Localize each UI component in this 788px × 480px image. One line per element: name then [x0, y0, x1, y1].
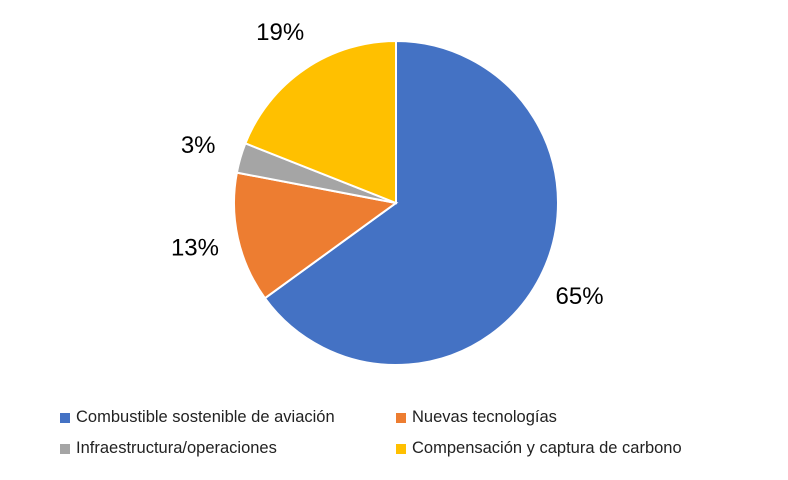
legend-item-combustible: Combustible sostenible de aviación: [60, 408, 396, 427]
legend-swatch: [60, 443, 70, 454]
legend-item-infraestructura: Infraestructura/operaciones: [60, 439, 396, 458]
legend-swatch: [396, 412, 406, 423]
pie-slice-combustible: [263, 39, 559, 366]
data-label-compensacion: 19%: [256, 19, 304, 46]
data-label-nuevas-tecnologias: 13%: [171, 234, 219, 261]
legend-swatch: [396, 443, 406, 454]
legend-swatch: [60, 412, 70, 423]
data-label-combustible: 65%: [556, 283, 604, 310]
pie-chart: 65% 13% 3% 19%: [171, 19, 604, 366]
pie-slice-nuevas-tecnologias: [233, 171, 399, 300]
legend: Combustible sostenible de aviación Nueva…: [60, 408, 760, 458]
legend-item-compensacion: Compensación y captura de carbono: [396, 439, 726, 458]
legend-item-nuevas-tecnologias: Nuevas tecnologías: [396, 408, 726, 427]
legend-label: Infraestructura/operaciones: [76, 439, 277, 457]
legend-label: Combustible sostenible de aviación: [76, 408, 335, 426]
pie-slice-compensacion: [244, 39, 397, 205]
legend-label: Compensación y captura de carbono: [412, 439, 682, 457]
legend-label: Nuevas tecnologías: [412, 408, 557, 426]
data-label-infraestructura: 3%: [181, 132, 216, 159]
